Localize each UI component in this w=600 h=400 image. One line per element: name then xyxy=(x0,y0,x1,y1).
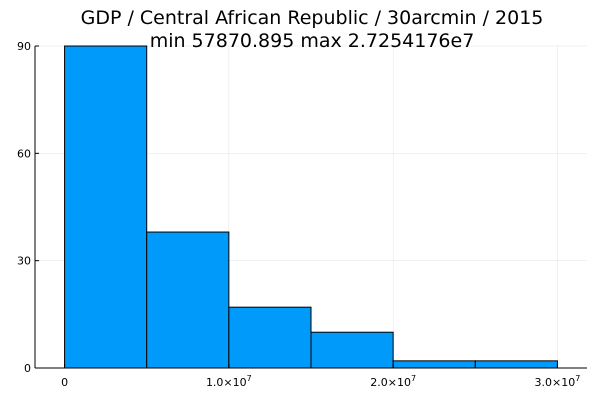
x-tick-label: 1.0×107 xyxy=(206,374,252,389)
x-axis-ticks: 0 1.0×107 2.0×107 3.0×107 xyxy=(61,364,580,389)
y-tick-label: 0 xyxy=(24,362,31,375)
y-tick-label: 90 xyxy=(17,40,31,53)
chart-title: GDP / Central African Republic / 30arcmi… xyxy=(81,7,544,29)
bars xyxy=(64,45,558,369)
histogram-bar xyxy=(474,360,558,369)
histogram-bar xyxy=(146,231,230,369)
y-tick-label: 60 xyxy=(17,147,31,160)
x-tick-label: 2.0×107 xyxy=(370,374,416,389)
x-tick-label: 3.0×107 xyxy=(535,374,581,389)
histogram-bar xyxy=(64,45,148,369)
y-axis-ticks: 0 30 60 90 xyxy=(17,40,39,375)
histogram-bar xyxy=(392,360,476,369)
x-tick-label: 0 xyxy=(61,376,68,389)
histogram-bar xyxy=(310,331,394,369)
histogram-bar xyxy=(228,306,312,369)
plot-frame xyxy=(34,46,587,369)
y-tick-label: 30 xyxy=(17,255,31,268)
chart-subtitle: min 57870.895 max 2.7254176e7 xyxy=(150,30,475,52)
